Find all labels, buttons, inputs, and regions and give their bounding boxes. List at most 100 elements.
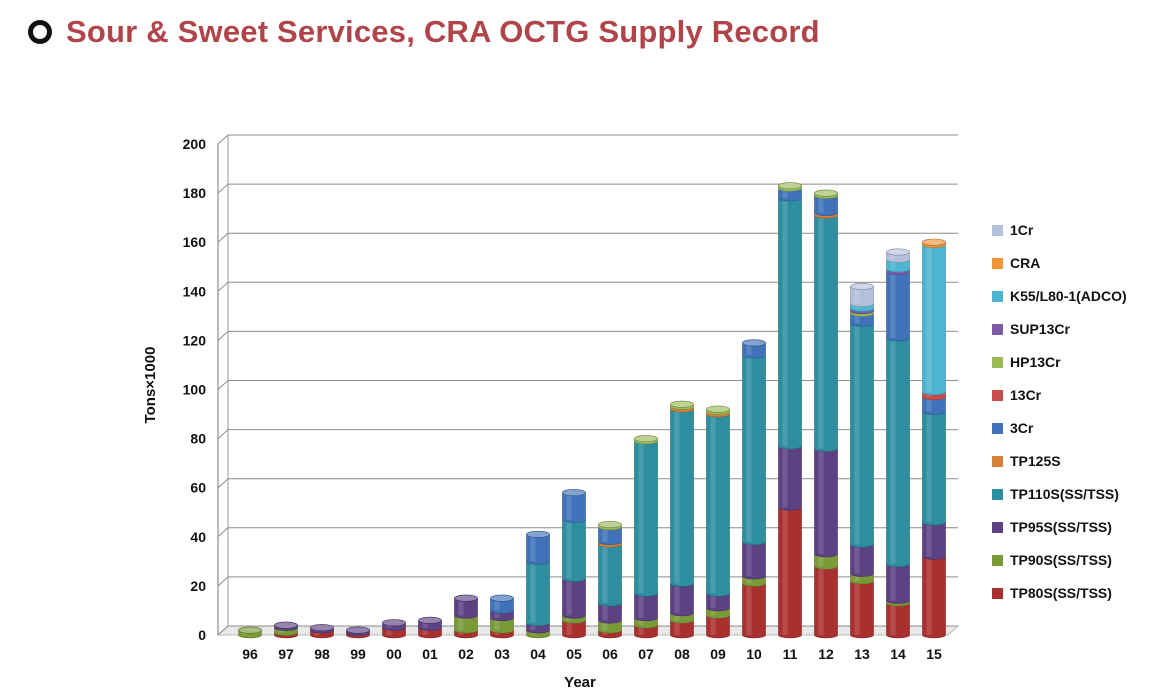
bar-segment (598, 543, 622, 607)
bar-segment (814, 565, 838, 639)
bar-segment (886, 271, 910, 342)
legend-swatch (992, 588, 1003, 599)
y-tick-label: 0 (198, 627, 206, 643)
bar-top-cap (922, 238, 946, 246)
bar-column (706, 405, 730, 639)
bar-segment-highlight (926, 522, 932, 557)
bar-segment-highlight (890, 603, 896, 635)
bar-segment-highlight (638, 617, 644, 626)
legend-label: TP95S(SS/TSS) (1010, 519, 1112, 535)
bar-segment (706, 615, 730, 639)
bar-segment-highlight (530, 561, 536, 623)
bar-segment (742, 354, 766, 545)
x-tick-label: 15 (926, 646, 942, 662)
bar-segment (742, 541, 766, 580)
bar-column (562, 489, 586, 639)
bar-segment (526, 534, 550, 565)
legend-label: CRA (1010, 255, 1040, 271)
bar-column (310, 624, 334, 639)
bar-segment-highlight (458, 598, 464, 616)
legend-swatch (992, 258, 1003, 269)
bar-segment-highlight (890, 252, 896, 260)
x-tick-label: 97 (278, 646, 294, 662)
legend: 1Cr CRA K55/L80-1(ADCO) SUP13Cr HP13Cr 13Cr 3C… (992, 222, 1127, 601)
bar-segment (634, 592, 658, 622)
bar-segment-highlight (926, 411, 932, 523)
bar-top-cap (526, 530, 550, 538)
bar-segment-highlight (746, 583, 752, 635)
gridline-depth (217, 527, 229, 538)
x-tick-label: 08 (674, 646, 690, 662)
legend-item: TP90S(SS/TSS) (992, 552, 1112, 568)
bar-segment-highlight (926, 556, 932, 635)
bar-column (598, 521, 622, 639)
bar-segment-highlight (710, 607, 716, 616)
x-tick-label: 06 (602, 646, 618, 662)
x-tick-label: 00 (386, 646, 402, 662)
bar-segment-highlight (710, 593, 716, 608)
bar-segment-highlight (710, 414, 716, 594)
x-tick-label: 13 (854, 646, 870, 662)
bar-segment-highlight (602, 526, 608, 542)
y-tick-label: 180 (183, 185, 207, 201)
bar-column (490, 594, 514, 639)
gridline-depth (217, 625, 229, 636)
bar-segment-highlight (890, 271, 896, 338)
x-tick-label: 12 (818, 646, 834, 662)
bar-segment-highlight (854, 580, 860, 635)
legend-item: 13Cr (992, 387, 1042, 403)
legend-item: 3Cr (992, 420, 1034, 436)
bar-segment (778, 507, 802, 639)
legend-label: 1Cr (1010, 222, 1034, 238)
bar-segment-highlight (566, 519, 572, 579)
x-tick-label: 01 (422, 646, 438, 662)
bar-column (274, 621, 298, 639)
bar-segment-highlight (746, 576, 752, 584)
bar-column (238, 626, 262, 639)
bar-segment (562, 519, 586, 582)
bars (238, 182, 946, 639)
legend-swatch (992, 225, 1003, 236)
bar-segment-highlight (854, 573, 860, 581)
gridline-depth (217, 331, 229, 341)
bar-column (382, 619, 406, 639)
legend-label: K55/L80-1(ADCO) (1010, 288, 1127, 304)
bar-segment-highlight (422, 627, 428, 635)
bar-segment-highlight (458, 615, 464, 631)
bar-segment-highlight (602, 603, 608, 621)
bar-segment-highlight (638, 593, 644, 618)
bar-column (922, 238, 946, 639)
bar-segment (850, 322, 874, 548)
gridline-depth (217, 281, 229, 292)
bar-segment-highlight (566, 578, 572, 616)
bar-segment-highlight (818, 215, 824, 449)
bar-segment-highlight (422, 620, 428, 628)
bar-segment (922, 411, 946, 526)
bar-segment-highlight (818, 566, 824, 635)
bar-top-cap (886, 248, 910, 256)
legend-swatch (992, 555, 1003, 566)
legend-swatch (992, 489, 1003, 500)
bar-segment-highlight (854, 313, 860, 324)
y-tick-label: 40 (190, 529, 206, 545)
bar-segment (670, 408, 694, 587)
bar-segment-highlight (746, 541, 752, 577)
y-tick-label: 120 (183, 332, 207, 348)
bar-segment (922, 521, 946, 560)
bar-segment-highlight (782, 188, 788, 199)
bar-segment-highlight (494, 617, 500, 631)
legend-item: 1Cr (992, 222, 1034, 238)
y-tick-label: 160 (183, 234, 207, 250)
bar-segment-highlight (818, 448, 824, 554)
bar-top-cap (742, 339, 766, 347)
bar-segment-highlight (602, 544, 608, 604)
bar-segment (670, 583, 694, 617)
x-tick-label: 96 (242, 646, 258, 662)
bar-segment (634, 440, 658, 597)
bar-segment-highlight (746, 355, 752, 542)
bar-column (454, 594, 478, 639)
bar-top-cap (850, 282, 874, 290)
bar-segment (886, 602, 910, 639)
bar-segment-highlight (386, 627, 392, 635)
bar-segment-highlight (746, 342, 752, 356)
